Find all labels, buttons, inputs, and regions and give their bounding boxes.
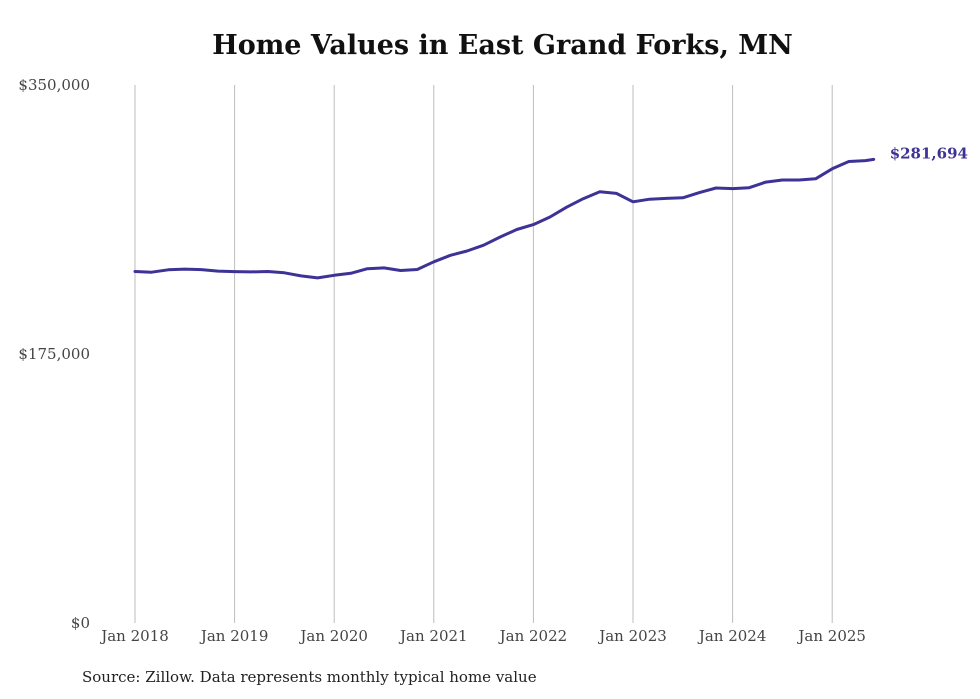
chart-title: Home Values in East Grand Forks, MN — [212, 30, 793, 61]
end-value-label: $281,694 — [890, 144, 968, 162]
x-tick-label: Jan 2020 — [298, 627, 368, 645]
x-tick-label: Jan 2025 — [796, 627, 866, 645]
x-tick-label: Jan 2019 — [199, 627, 269, 645]
series-layer: $281,694 — [133, 144, 968, 280]
y-tick-label: $350,000 — [18, 76, 90, 94]
y-axis: $0 $175,000 $350,000 — [18, 76, 90, 632]
x-tick-label: Jan 2024 — [697, 627, 767, 645]
x-tick-label: Jan 2018 — [99, 627, 169, 645]
x-tick-label: Jan 2022 — [498, 627, 568, 645]
x-tick-label: Jan 2023 — [597, 627, 667, 645]
series-line — [133, 157, 876, 280]
source-note: Source: Zillow. Data represents monthly … — [82, 668, 537, 686]
grid-lines — [134, 85, 833, 623]
y-tick-label: $175,000 — [18, 345, 90, 363]
x-axis: Jan 2018 Jan 2019 Jan 2020 Jan 2021 Jan 2022… — [99, 627, 866, 645]
x-tick-label: Jan 2021 — [398, 627, 468, 645]
y-tick-label: $0 — [71, 614, 90, 632]
